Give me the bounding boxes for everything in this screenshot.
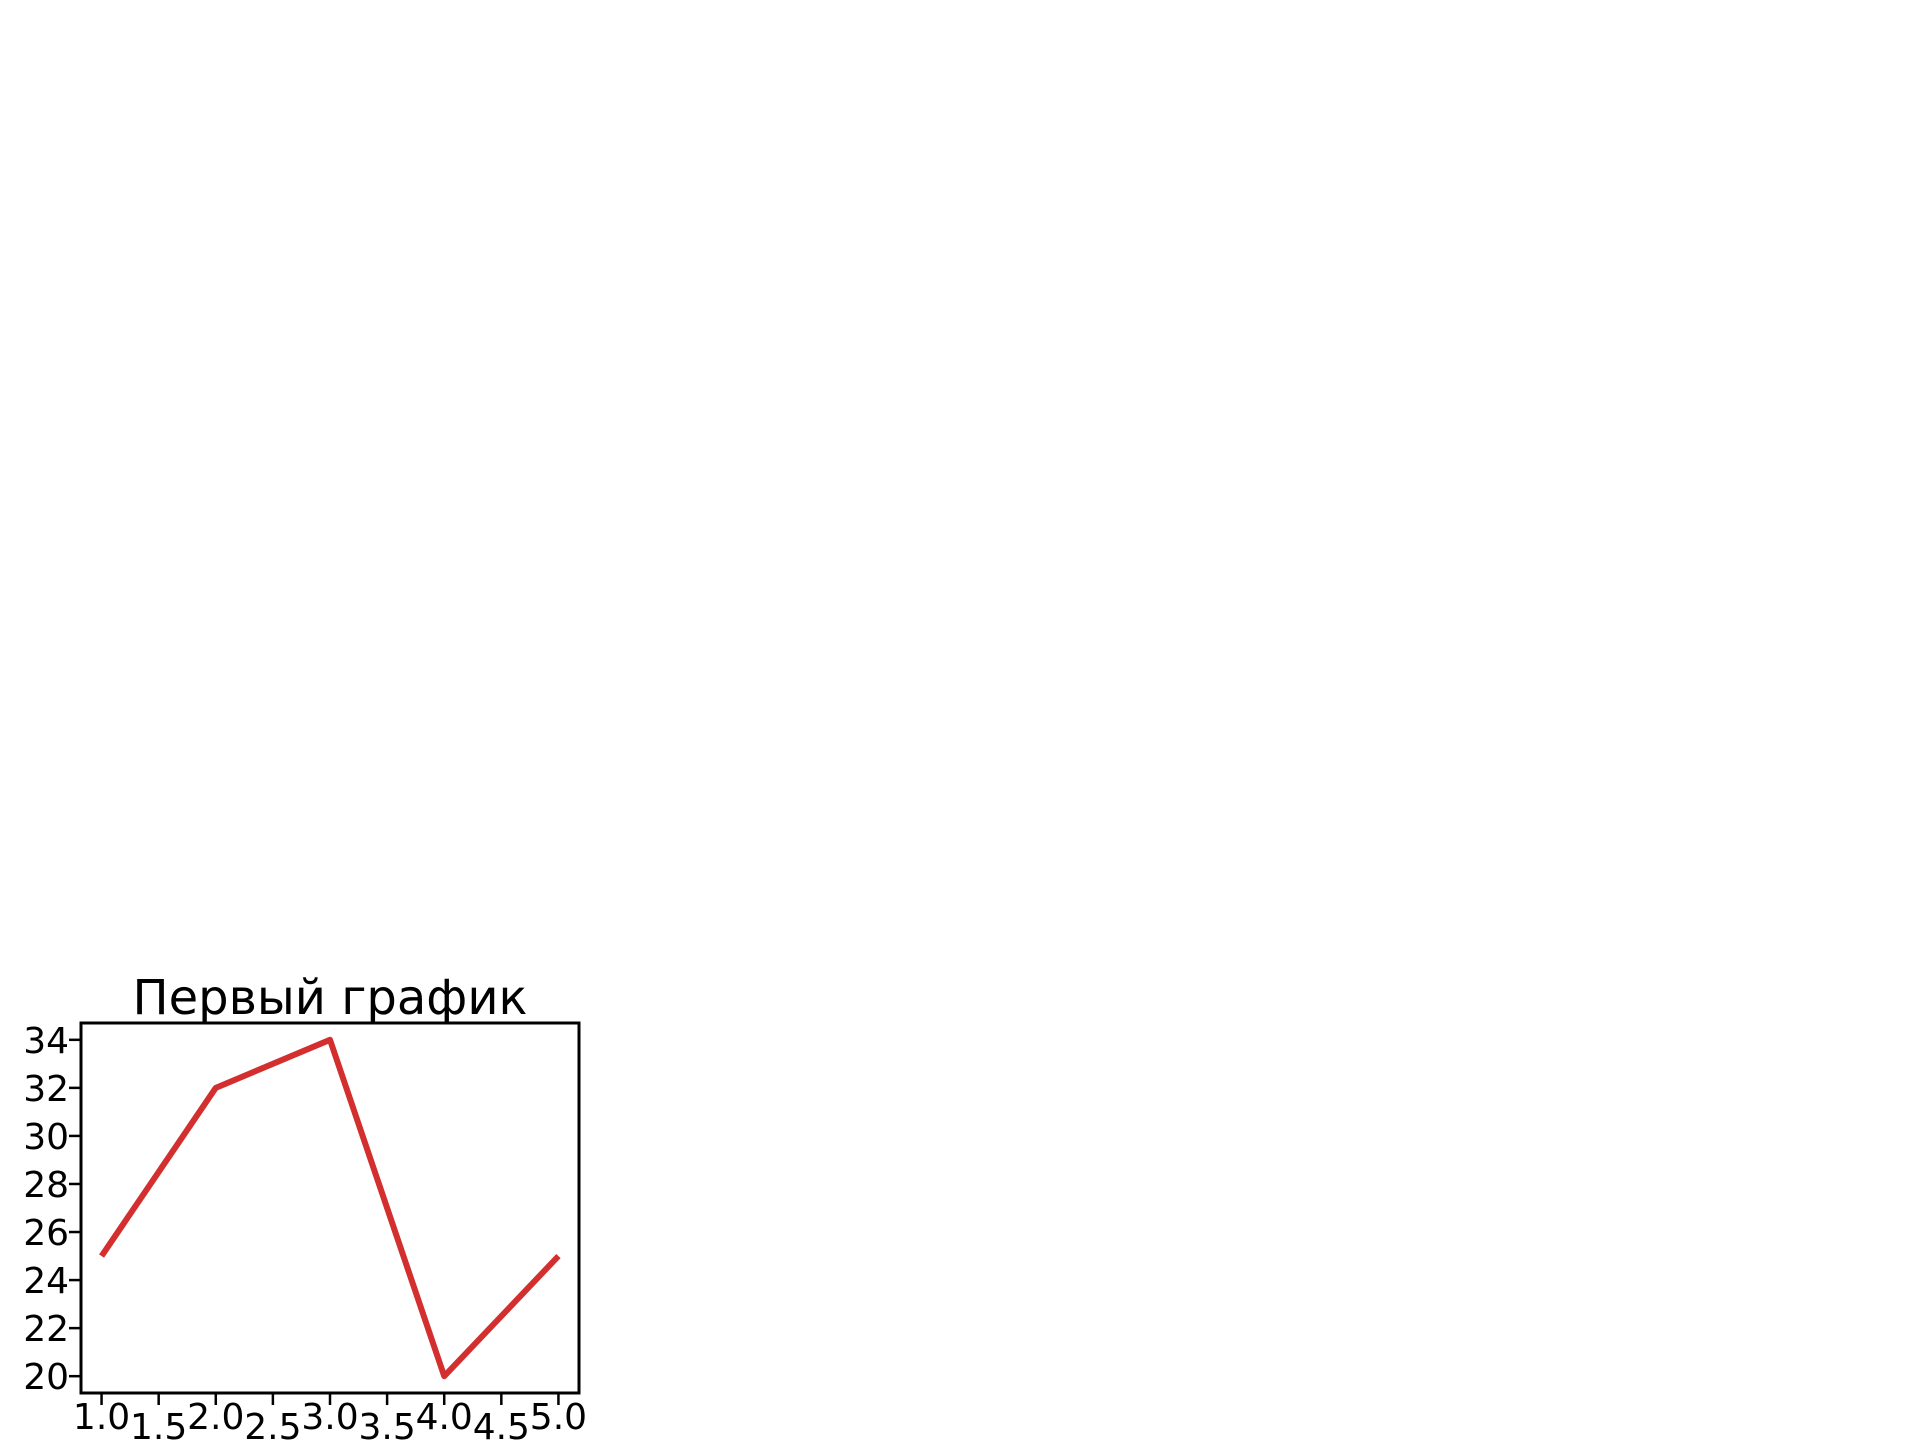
y-tick-label: 24 — [23, 1261, 69, 1302]
y-tick-label: 22 — [23, 1309, 69, 1350]
series-layer — [99, 1036, 561, 1380]
series-line-0 — [99, 1036, 561, 1380]
y-tick-label: 34 — [23, 1021, 69, 1062]
y-tick-label: 30 — [23, 1117, 69, 1158]
y-tick-label: 32 — [23, 1069, 69, 1110]
x-tick-label: 1.0 — [73, 1397, 130, 1438]
x-tick-label: 3.0 — [301, 1397, 358, 1438]
y-axis-ticks: 20 22 24 26 28 30 32 34 — [23, 1021, 81, 1398]
x-tick-label: 3.5 — [358, 1407, 415, 1440]
y-tick-label: 26 — [23, 1213, 69, 1254]
chart-title: Первый график — [132, 970, 527, 1026]
x-axis-ticks: 1.0 1.5 2.0 2.5 3.0 3.5 4.0 4.5 5.0 — [73, 1393, 587, 1440]
x-tick-label: 1.5 — [130, 1407, 187, 1440]
y-tick-label: 28 — [23, 1165, 69, 1206]
x-tick-label: 2.5 — [244, 1407, 301, 1440]
x-tick-label: 4.5 — [473, 1407, 530, 1440]
x-tick-label: 2.0 — [187, 1397, 244, 1438]
x-tick-label: 4.0 — [416, 1397, 473, 1438]
plot-frame — [79, 1021, 581, 1395]
y-tick-label: 20 — [23, 1357, 69, 1398]
x-tick-label: 5.0 — [530, 1397, 587, 1438]
